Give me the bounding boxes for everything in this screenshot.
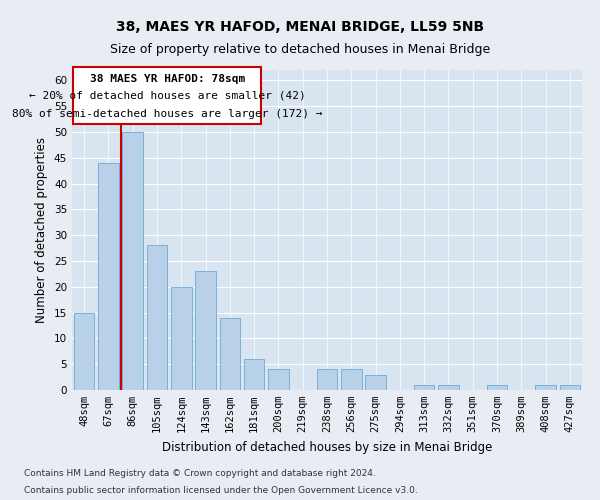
- Bar: [74, 312, 94, 390]
- Bar: [98, 163, 119, 390]
- Text: 38 MAES YR HAFOD: 78sqm: 38 MAES YR HAFOD: 78sqm: [89, 74, 245, 84]
- Bar: [487, 385, 508, 390]
- Bar: [220, 318, 240, 390]
- Bar: [146, 246, 167, 390]
- Bar: [122, 132, 143, 390]
- Bar: [535, 385, 556, 390]
- Text: Contains public sector information licensed under the Open Government Licence v3: Contains public sector information licen…: [24, 486, 418, 495]
- Text: Size of property relative to detached houses in Menai Bridge: Size of property relative to detached ho…: [110, 42, 490, 56]
- Text: 80% of semi-detached houses are larger (172) →: 80% of semi-detached houses are larger (…: [12, 109, 323, 119]
- Bar: [560, 385, 580, 390]
- Bar: [195, 272, 216, 390]
- Bar: [317, 370, 337, 390]
- Bar: [244, 359, 265, 390]
- Text: 38, MAES YR HAFOD, MENAI BRIDGE, LL59 5NB: 38, MAES YR HAFOD, MENAI BRIDGE, LL59 5N…: [116, 20, 484, 34]
- Bar: [365, 374, 386, 390]
- Text: Contains HM Land Registry data © Crown copyright and database right 2024.: Contains HM Land Registry data © Crown c…: [24, 468, 376, 477]
- Text: ← 20% of detached houses are smaller (42): ← 20% of detached houses are smaller (42…: [29, 91, 305, 101]
- X-axis label: Distribution of detached houses by size in Menai Bridge: Distribution of detached houses by size …: [162, 440, 492, 454]
- Bar: [171, 287, 191, 390]
- Bar: [414, 385, 434, 390]
- Bar: [438, 385, 459, 390]
- Bar: [268, 370, 289, 390]
- Y-axis label: Number of detached properties: Number of detached properties: [35, 137, 49, 323]
- FancyBboxPatch shape: [73, 68, 262, 124]
- Bar: [341, 370, 362, 390]
